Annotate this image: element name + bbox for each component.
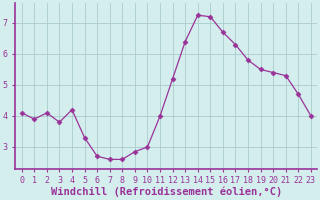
X-axis label: Windchill (Refroidissement éolien,°C): Windchill (Refroidissement éolien,°C) — [51, 187, 282, 197]
